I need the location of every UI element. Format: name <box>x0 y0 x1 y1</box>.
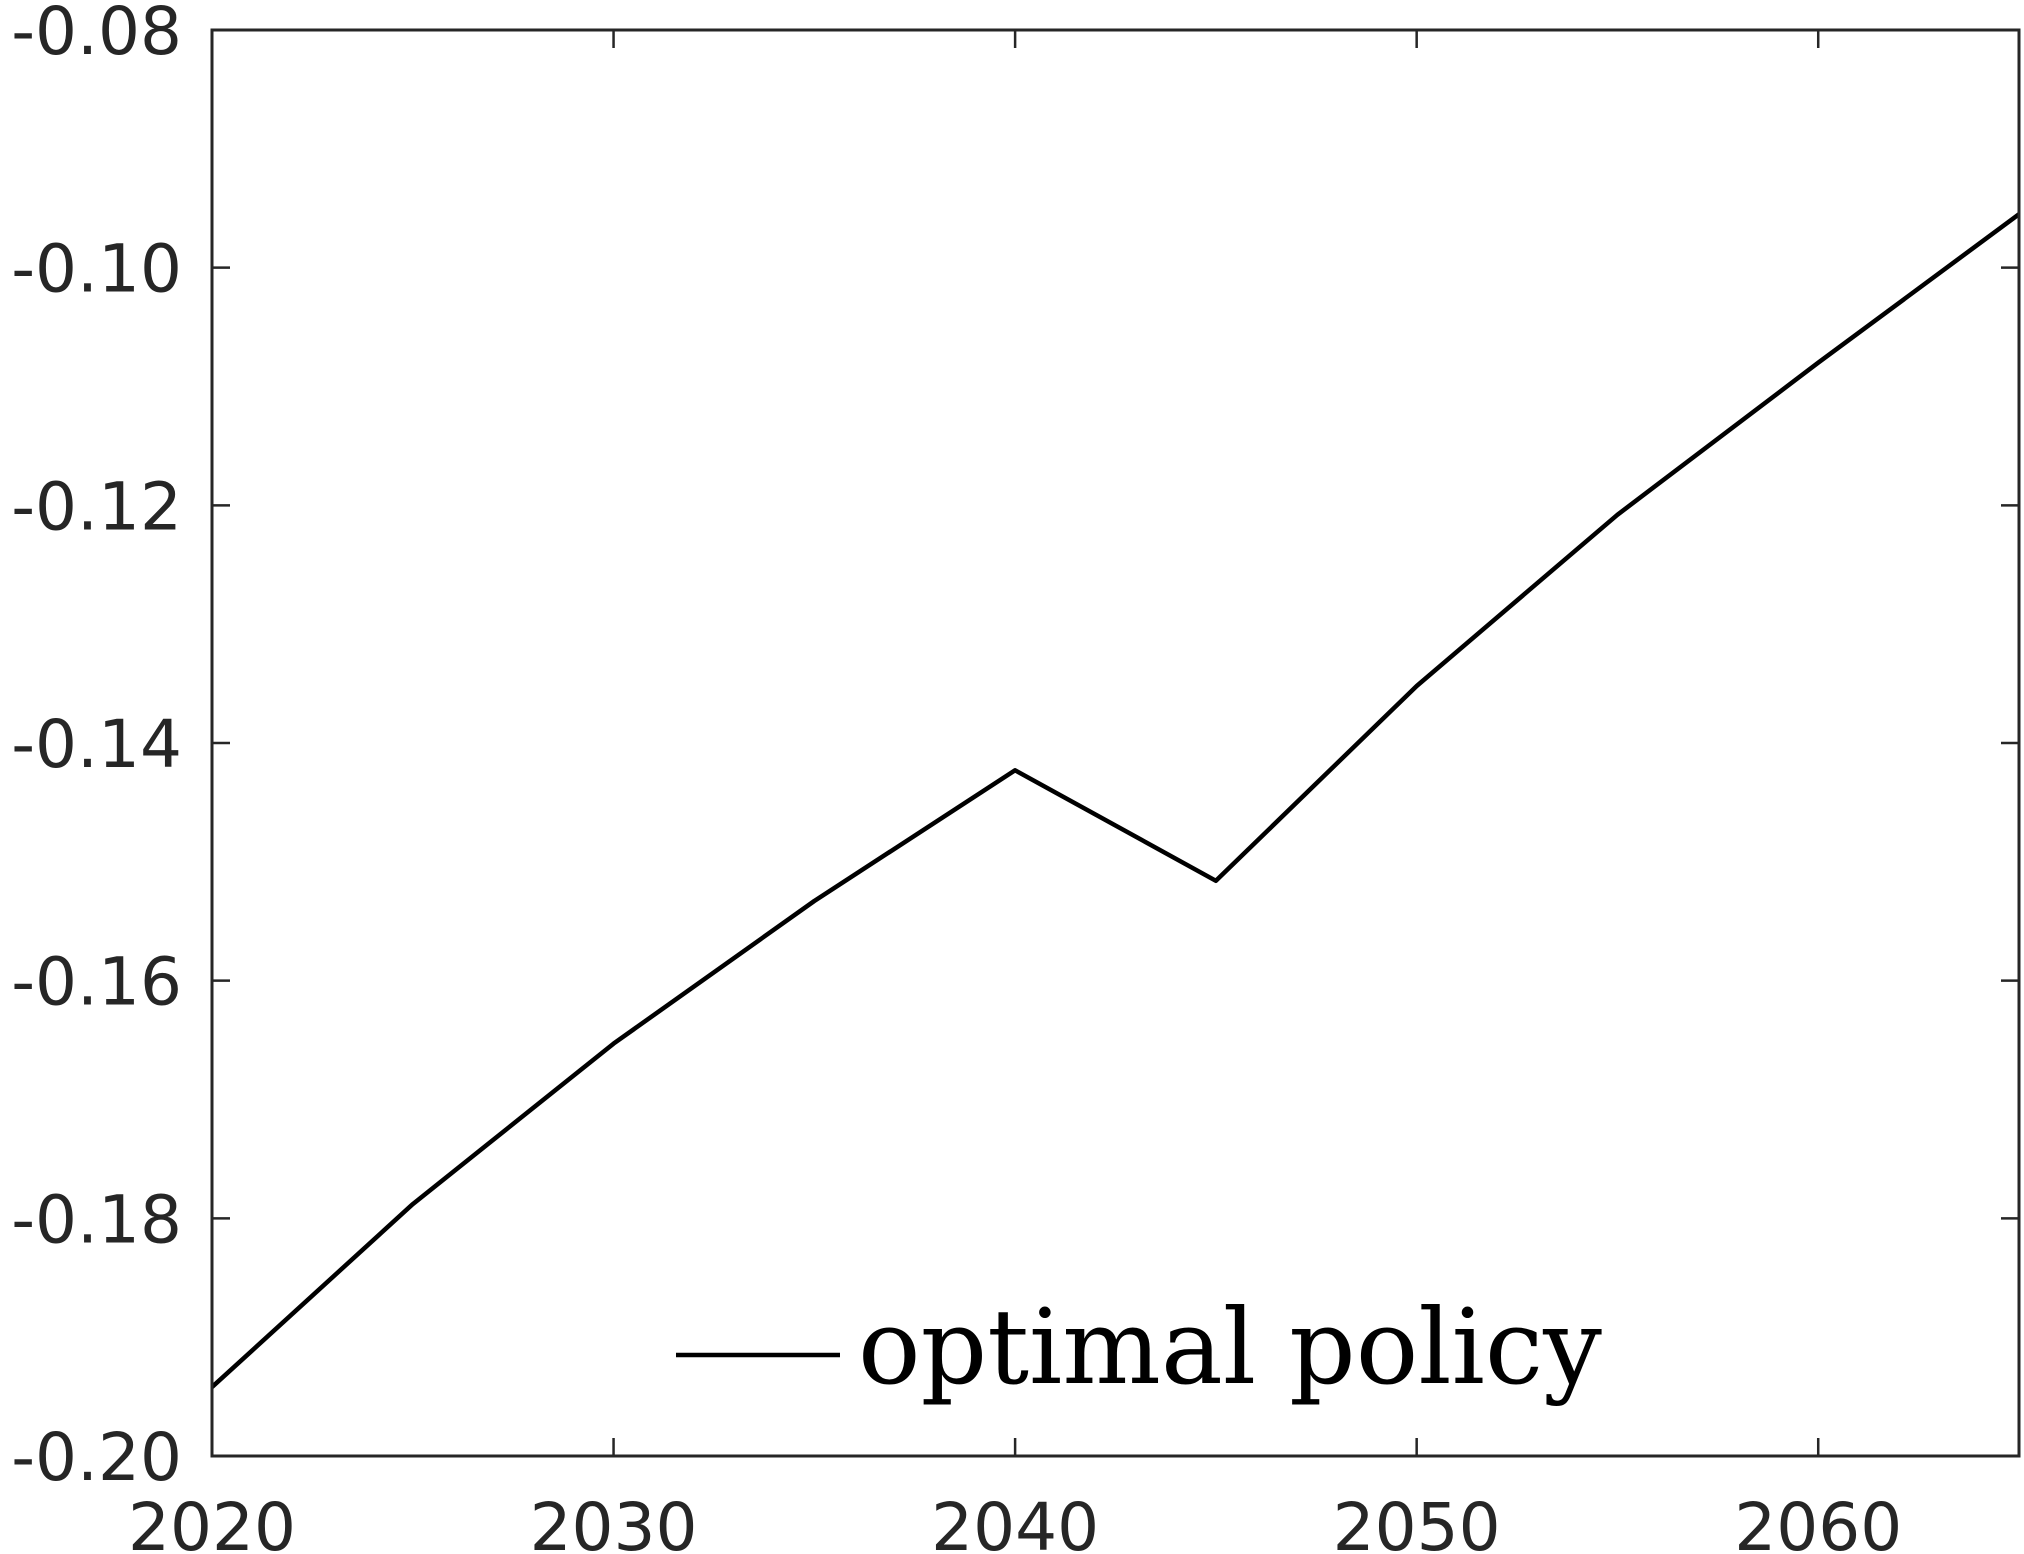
series-line-0 <box>210 212 2021 1389</box>
x-tick-label: 2020 <box>128 1489 296 1554</box>
x-tick-label: 2050 <box>1333 1489 1501 1554</box>
y-tick-label: -0.14 <box>11 706 182 783</box>
x-tick-label: 2040 <box>931 1489 1099 1554</box>
x-tick-labels: 2020 2030 2040 2050 2060 <box>128 1489 1902 1554</box>
y-tick-label: -0.12 <box>11 468 182 545</box>
legend: optimal policy <box>676 1286 1602 1408</box>
plot-frame <box>210 28 2021 1458</box>
y-tick-label: -0.20 <box>11 1419 182 1496</box>
y-tick-label: -0.18 <box>11 1181 182 1258</box>
x-tick-label: 2030 <box>530 1489 698 1554</box>
y-tick-label: -0.10 <box>11 231 182 308</box>
y-tick-label: -0.08 <box>11 0 182 70</box>
y-tick-label: -0.16 <box>11 944 182 1021</box>
axis-ticks <box>210 28 2019 1458</box>
series-layer <box>210 212 2021 1389</box>
legend-label: optimal policy <box>858 1286 1602 1408</box>
y-tick-labels: -0.20 -0.18 -0.16 -0.14 -0.12 -0.10 -0.08 <box>11 0 182 1496</box>
x-tick-label: 2060 <box>1734 1489 1902 1554</box>
